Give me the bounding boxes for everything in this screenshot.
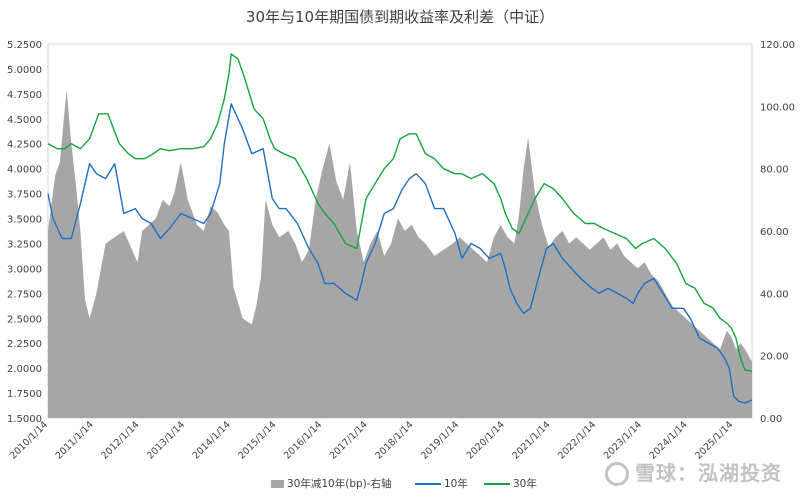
left-axis-tick-label: 2.7500 bbox=[7, 289, 42, 300]
right-axis-tick-label: 100.00 bbox=[760, 102, 795, 113]
left-axis-tick-label: 4.7500 bbox=[7, 90, 42, 101]
left-axis-tick-label: 2.0000 bbox=[7, 364, 42, 375]
left-axis-tick-label: 4.2500 bbox=[7, 140, 42, 151]
left-axis-tick-label: 3.5000 bbox=[7, 215, 42, 226]
x-axis-tick-label: 2021/1/14 bbox=[510, 419, 552, 461]
left-axis-tick-label: 5.2500 bbox=[7, 40, 42, 51]
right-axis-tick-label: 20.00 bbox=[760, 352, 789, 363]
left-axis-tick-label: 4.5000 bbox=[7, 115, 42, 126]
right-axis-tick-label: 60.00 bbox=[760, 227, 789, 238]
x-axis-tick-label: 2023/1/14 bbox=[602, 419, 644, 461]
x-axis-tick-label: 2010/1/14 bbox=[8, 419, 50, 461]
x-axis-tick-label: 2014/1/14 bbox=[191, 419, 233, 461]
left-axis-tick-label: 4.0000 bbox=[7, 165, 42, 176]
x-axis-tick-label: 2013/1/14 bbox=[145, 419, 187, 461]
x-axis-tick-label: 2020/1/14 bbox=[465, 419, 507, 461]
x-axis-tick-label: 2018/1/14 bbox=[373, 419, 415, 461]
legend-label: 30年 bbox=[513, 477, 537, 490]
x-axis-tick-label: 2016/1/14 bbox=[282, 419, 324, 461]
x-axis-tick-label: 2024/1/14 bbox=[647, 419, 689, 461]
legend-label: 10年 bbox=[444, 477, 468, 490]
right-axis-tick-label: 40.00 bbox=[760, 289, 789, 300]
x-axis-tick-label: 2025/1/14 bbox=[693, 419, 735, 461]
left-axis-tick-label: 3.2500 bbox=[7, 239, 42, 250]
right-axis-tick-label: 80.00 bbox=[760, 165, 789, 176]
series-10y-line bbox=[47, 103, 753, 404]
x-axis-tick-label: 2015/1/14 bbox=[236, 419, 278, 461]
x-axis-tick-label: 2022/1/14 bbox=[556, 419, 598, 461]
left-axis-tick-label: 2.5000 bbox=[7, 314, 42, 325]
chart-title: 30年与10年期国债到期收益率及利差（中证） bbox=[246, 8, 554, 26]
x-axis-tick-label: 2017/1/14 bbox=[328, 419, 370, 461]
series-30y-line bbox=[47, 53, 753, 372]
watermark: 雪球：泓湖投资 bbox=[605, 457, 782, 486]
right-axis-tick-label: 120.00 bbox=[760, 40, 795, 51]
snowball-logo-icon bbox=[605, 462, 629, 486]
left-axis-tick-label: 5.0000 bbox=[7, 65, 42, 76]
x-axis-tick-label: 2012/1/14 bbox=[99, 419, 141, 461]
x-axis-tick-label: 2011/1/14 bbox=[54, 419, 96, 461]
legend-label: 30年减10年(bp)-右轴 bbox=[287, 477, 392, 490]
left-axis-tick-label: 1.5000 bbox=[7, 414, 42, 425]
left-axis-tick-label: 2.2500 bbox=[7, 339, 42, 350]
left-axis-tick-label: 3.7500 bbox=[7, 190, 42, 201]
legend-swatch-spread bbox=[271, 480, 284, 488]
left-axis-tick-label: 1.7500 bbox=[7, 389, 42, 400]
x-axis-tick-label: 2019/1/14 bbox=[419, 419, 461, 461]
series-spread-area bbox=[48, 90, 752, 419]
right-axis-tick-label: 0.00 bbox=[760, 414, 782, 425]
left-axis-tick-label: 3.0000 bbox=[7, 264, 42, 275]
